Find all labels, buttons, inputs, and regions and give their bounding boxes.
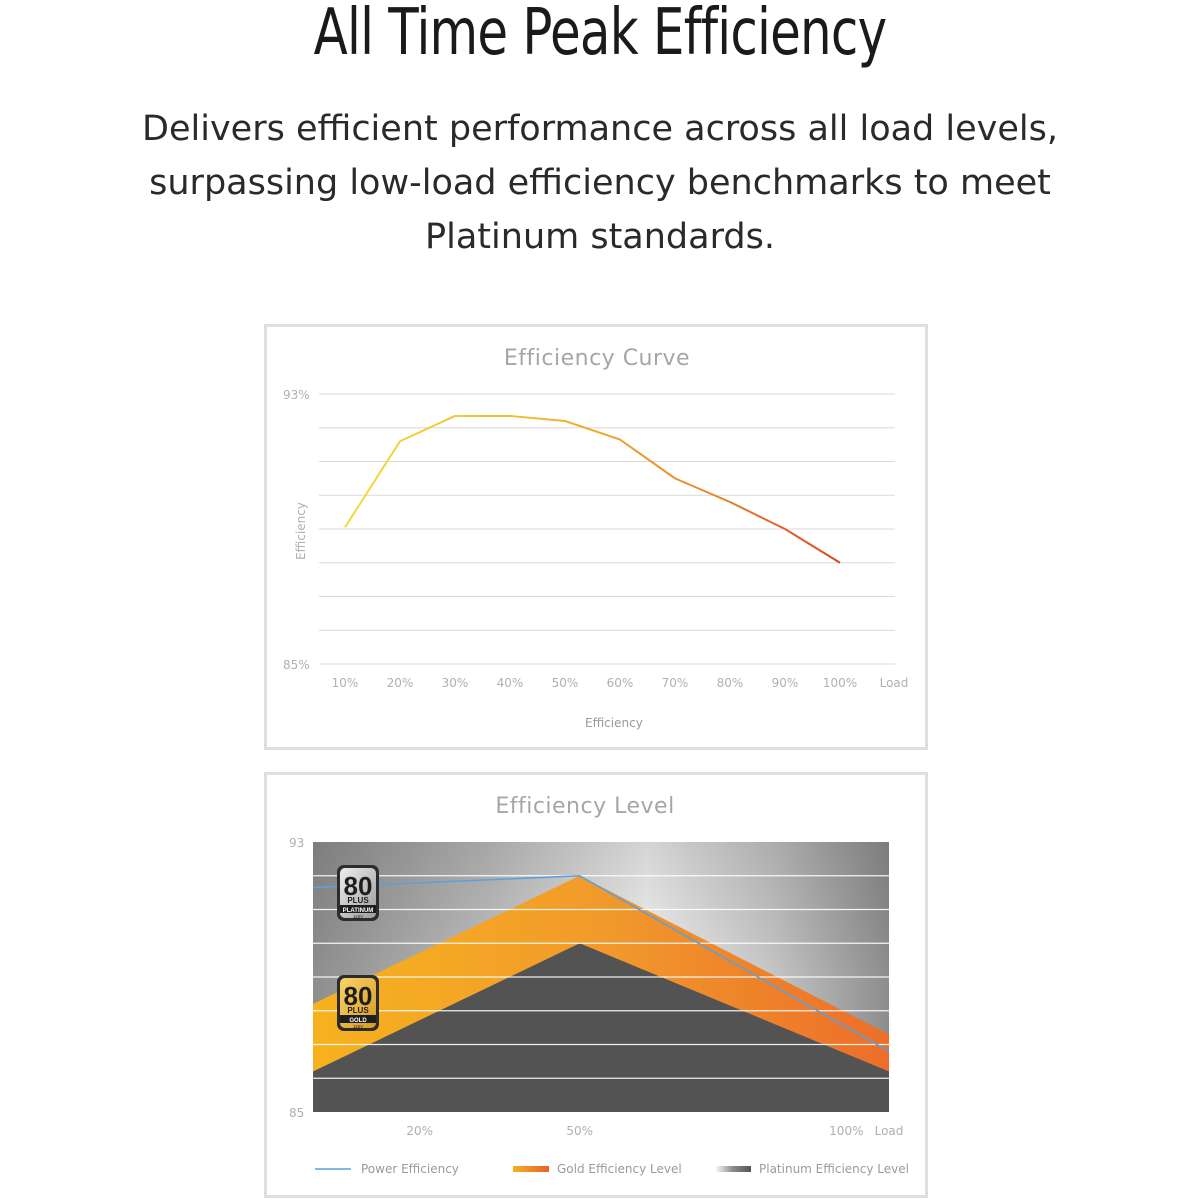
x-tick-label: 40% — [497, 676, 524, 690]
x-tick-label: 50% — [566, 1124, 593, 1138]
subtitle-line: Delivers efficient performance across al… — [142, 109, 1058, 149]
x-tick-label: 50% — [552, 676, 579, 690]
page-subtitle: Delivers efficient performance across al… — [100, 102, 1100, 264]
y-axis-label: Efficiency — [294, 502, 308, 560]
badge-tier: GOLD — [349, 1018, 367, 1024]
page-title: All Time Peak Efficiency — [313, 0, 887, 70]
y-tick-label: 93 — [289, 836, 304, 850]
x-tick-labels: 20% 50% 100% — [406, 1124, 863, 1138]
x-axis-label: Load — [875, 1124, 904, 1138]
chart-title: Efficiency Curve — [504, 346, 690, 371]
x-tick-label: 30% — [442, 676, 469, 690]
badge-number: 80 — [344, 981, 373, 1011]
legend-label: Power Efficiency — [361, 1162, 459, 1176]
series-line-power-efficiency — [312, 874, 890, 1052]
x-tick-labels: 10% 20% 30% 40% 50% 60% 70% 80% 90% 100% — [332, 676, 857, 690]
efficiency-curve-chart: Efficiency Curve 93% 85% Efficiency 10% 2… — [283, 346, 909, 730]
badge-80plus-gold: 80 PLUS GOLD 115V — [337, 975, 379, 1031]
x-tick-label: 70% — [662, 676, 689, 690]
x-tick-label: 20% — [406, 1124, 433, 1138]
chart-title: Efficiency Level — [495, 794, 674, 819]
y-tick-label: 85% — [283, 658, 310, 672]
badge-tier: PLATINUM — [343, 908, 374, 914]
legend-swatch-gold — [513, 1166, 549, 1172]
badge-brand: PLUS — [347, 896, 369, 905]
x-tick-label: 90% — [772, 676, 799, 690]
platinum-efficiency-area — [313, 943, 889, 1112]
subtitle-line: surpassing low-load efficiency benchmark… — [149, 163, 1051, 203]
subtitle-line: Platinum standards. — [425, 217, 775, 257]
x-tick-label: 100% — [823, 676, 857, 690]
x-tick-label: 10% — [332, 676, 359, 690]
badge-80plus-platinum: 80 PLUS PLATINUM 115V — [337, 865, 379, 921]
series-line-efficiency — [344, 414, 841, 564]
y-tick-label: 93% — [283, 388, 310, 402]
badge-voltage: 115V — [353, 914, 363, 919]
x-tick-label: 80% — [717, 676, 744, 690]
badge-number: 80 — [344, 871, 373, 901]
x-tick-label: 20% — [387, 676, 414, 690]
x-tick-label: 100% — [829, 1124, 863, 1138]
legend-label: Efficiency — [585, 716, 643, 730]
legend-swatch-platinum — [715, 1166, 751, 1172]
x-axis-label: Load — [880, 676, 909, 690]
gridlines — [313, 875, 889, 1079]
legend-label: Gold Efficiency Level — [557, 1162, 682, 1176]
gridlines — [319, 393, 895, 665]
y-tick-label: 85 — [289, 1106, 304, 1120]
badge-brand: PLUS — [347, 1006, 369, 1015]
badge-voltage: 115V — [353, 1024, 363, 1029]
efficiency-curve-panel: Efficiency Curve 93% 85% Efficiency 10% 2… — [264, 324, 928, 750]
x-tick-label: 60% — [607, 676, 634, 690]
efficiency-level-panel: Efficiency Level 80 PLUS PLATINUM 115V 8… — [264, 772, 928, 1198]
efficiency-level-chart: Efficiency Level 80 PLUS PLATINUM 115V 8… — [289, 794, 909, 1176]
legend-label: Platinum Efficiency Level — [759, 1162, 909, 1176]
